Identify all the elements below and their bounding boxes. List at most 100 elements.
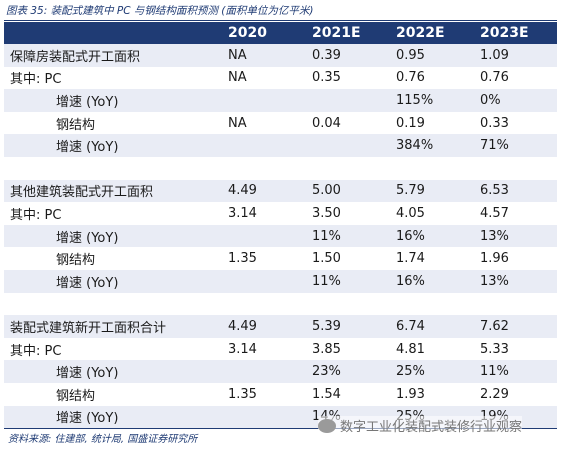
row-label xyxy=(4,156,222,180)
table-cell: 3.85 xyxy=(312,341,341,357)
table-row: 其中: PC 3.14 3.50 4.05 4.57 xyxy=(4,202,557,225)
table-cell: 13% xyxy=(474,269,557,293)
table-cell: 1.09 xyxy=(474,44,557,67)
row-label: 增速 (YoY) xyxy=(4,224,222,248)
table-row: 其中: PC 3.14 3.85 4.81 5.33 xyxy=(4,338,557,361)
table-cell: NA xyxy=(228,115,247,131)
source-divider xyxy=(4,428,557,429)
table-row: 保障房装配式开工面积 NA 0.39 0.95 1.09 xyxy=(4,44,557,67)
table-cell: 11% xyxy=(306,269,390,293)
table-cell xyxy=(222,134,306,157)
header-cell xyxy=(4,22,222,44)
table-cell: 4.05 xyxy=(396,205,425,221)
table-cell: 5.33 xyxy=(480,341,509,357)
table-cell: 6.53 xyxy=(474,179,557,203)
table-cell: 4.49 xyxy=(222,315,306,338)
row-label: 钢结构 xyxy=(56,388,96,404)
row-label: 其他建筑装配式开工面积 xyxy=(4,179,222,203)
row-label: 装配式建筑新开工面积合计 xyxy=(4,315,222,338)
table-cell: 4.49 xyxy=(222,179,306,203)
table-row: 钢结构 1.35 1.54 1.93 2.29 xyxy=(4,383,557,406)
row-label: 其中: PC xyxy=(10,72,62,88)
table-row: 增速 (YoY) 11% 16% 13% xyxy=(4,269,557,293)
table-row: 增速 (YoY) 384% 71% xyxy=(4,134,557,157)
table-row: 钢结构 1.35 1.50 1.74 1.96 xyxy=(4,247,557,270)
table-cell xyxy=(390,156,474,180)
table-cell: 1.93 xyxy=(396,386,425,402)
watermark: 数字工业化装配式装修行业观察 xyxy=(318,416,523,435)
table-cell: 0.33 xyxy=(480,115,509,131)
table-cell xyxy=(222,89,306,112)
row-label: 增速 (YoY) xyxy=(4,89,222,112)
table-cell: 1.50 xyxy=(312,251,341,267)
table-header-row: 2020 2021E 2022E 2023E xyxy=(4,22,557,44)
table-cell: 3.50 xyxy=(312,205,341,221)
table-cell xyxy=(306,292,390,316)
table-cell xyxy=(306,134,390,157)
table-row: 其中: PC NA 0.35 0.76 0.76 xyxy=(4,67,557,90)
table-cell: 23% xyxy=(306,360,390,383)
table-cell: 1.35 xyxy=(228,386,257,402)
table-cell xyxy=(306,156,390,180)
table-cell xyxy=(222,156,306,180)
table-cell xyxy=(222,269,306,293)
row-label: 其中: PC xyxy=(10,207,62,223)
header-cell: 2023E xyxy=(474,22,557,44)
table-row: 装配式建筑新开工面积合计 4.49 5.39 6.74 7.62 xyxy=(4,315,557,338)
watermark-text: 数字工业化装配式装修行业观察 xyxy=(340,420,523,435)
spacer-row xyxy=(4,292,557,316)
table-cell: 0.76 xyxy=(396,70,425,86)
table-cell: 0.39 xyxy=(306,44,390,67)
table-cell: 0.04 xyxy=(312,115,341,131)
table-cell: 4.57 xyxy=(480,205,509,221)
table-cell: 16% xyxy=(390,224,474,248)
table-cell: NA xyxy=(222,44,306,67)
table-row: 增速 (YoY) 23% 25% 11% xyxy=(4,360,557,383)
forecast-table: 2020 2021E 2022E 2023E 保障房装配式开工面积 NA 0.3… xyxy=(4,22,557,429)
table-cell: 0.35 xyxy=(312,70,341,86)
table-cell xyxy=(474,156,557,180)
table-cell: 0.76 xyxy=(480,70,509,86)
table-cell: 0% xyxy=(474,89,557,112)
row-label: 保障房装配式开工面积 xyxy=(4,44,222,67)
table-cell xyxy=(222,224,306,248)
row-label: 钢结构 xyxy=(56,253,96,269)
table-cell: 13% xyxy=(474,224,557,248)
row-label: 增速 (YoY) xyxy=(4,134,222,157)
table-cell xyxy=(390,292,474,316)
table-row: 其他建筑装配式开工面积 4.49 5.00 5.79 6.53 xyxy=(4,179,557,203)
row-label: 增速 (YoY) xyxy=(4,360,222,383)
table-row: 增速 (YoY) 11% 16% 13% xyxy=(4,224,557,248)
row-label: 增速 (YoY) xyxy=(4,405,222,429)
table-row: 钢结构 NA 0.04 0.19 0.33 xyxy=(4,112,557,135)
header-cell: 2021E xyxy=(306,22,390,44)
figure-title: 图表 35: 装配式建筑中 PC 与钢结构面积预测 (面积单位为亿平米) xyxy=(6,5,314,17)
table-cell xyxy=(222,405,306,429)
table-cell: 1.74 xyxy=(396,251,425,267)
table-cell: 1.96 xyxy=(480,251,509,267)
title-divider xyxy=(4,20,557,21)
table-cell: 384% xyxy=(390,134,474,157)
table-cell: 11% xyxy=(474,360,557,383)
header-cell: 2022E xyxy=(390,22,474,44)
table-cell: 5.00 xyxy=(306,179,390,203)
row-label: 其中: PC xyxy=(10,343,62,359)
table-cell: 3.14 xyxy=(228,205,257,221)
table-cell: 1.35 xyxy=(228,251,257,267)
row-label: 增速 (YoY) xyxy=(4,269,222,293)
table-cell: 7.62 xyxy=(474,315,557,338)
table-cell xyxy=(222,292,306,316)
table-cell: 0.95 xyxy=(390,44,474,67)
table-cell: 4.81 xyxy=(396,341,425,357)
row-label xyxy=(4,292,222,316)
table-cell: 16% xyxy=(390,269,474,293)
table-cell: 115% xyxy=(390,89,474,112)
table-cell: 11% xyxy=(306,224,390,248)
wechat-icon xyxy=(318,418,336,433)
table-cell xyxy=(222,360,306,383)
spacer-row xyxy=(4,156,557,180)
table-cell: 25% xyxy=(390,360,474,383)
table-cell: 2.29 xyxy=(480,386,509,402)
header-cell: 2020 xyxy=(222,22,306,44)
